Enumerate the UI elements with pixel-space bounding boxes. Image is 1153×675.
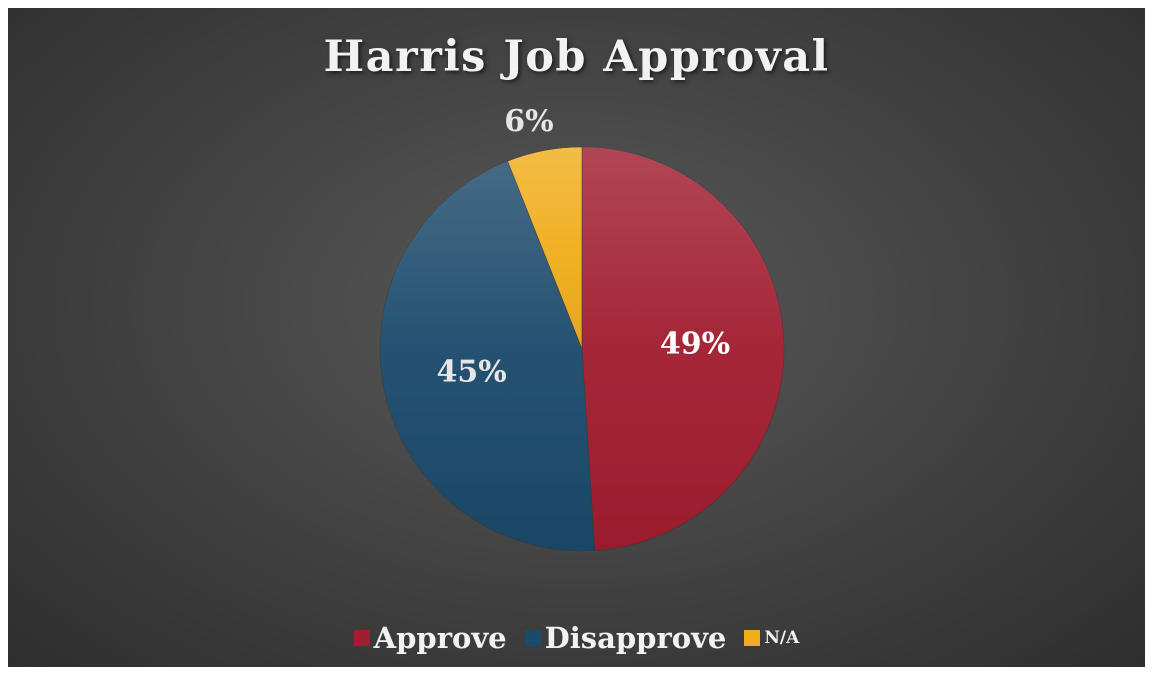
chart-title: Harris Job Approval [323, 32, 830, 82]
chart-area: Harris Job Approval 49% 45% 6% Approve Dis… [8, 8, 1145, 667]
legend-swatch-disapprove [524, 630, 541, 646]
data-label-na: 6% [504, 104, 553, 139]
legend-label-approve: Approve [373, 621, 507, 655]
legend-label-disapprove: Disapprove [544, 621, 727, 655]
pie-slice-disapprove [379, 160, 596, 552]
pie-slice-na [507, 146, 583, 350]
data-label-approve: 49% [660, 326, 730, 361]
legend-item-na: N/A [744, 628, 799, 648]
pie-slice-approve [581, 146, 785, 551]
legend-item-disapprove: Disapprove [524, 621, 727, 655]
legend: Approve Disapprove N/A [8, 618, 1145, 658]
legend-swatch-approve [353, 630, 370, 646]
pie-chart: 49% 45% 6% [379, 104, 785, 552]
legend-swatch-na [744, 630, 761, 646]
legend-item-approve: Approve [353, 621, 507, 655]
legend-label-na: N/A [764, 628, 800, 648]
data-label-disapprove: 45% [436, 355, 506, 390]
